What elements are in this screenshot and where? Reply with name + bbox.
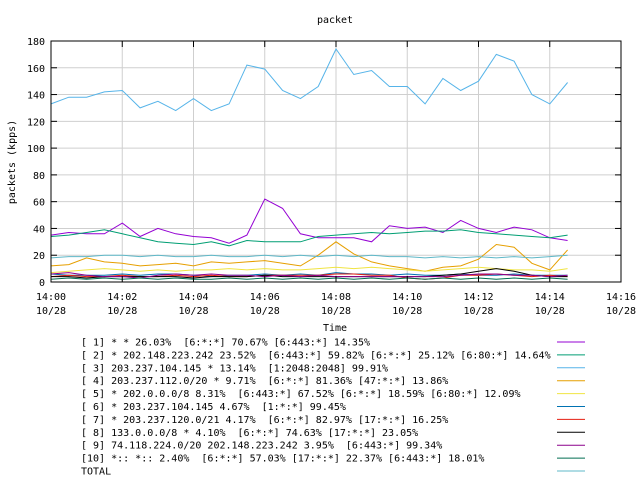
x-tick-date-label: 10/28: [107, 306, 137, 317]
y-tick-label: 40: [33, 224, 45, 235]
legend-label: [ 9] 74.118.224.0/20 202.148.223.242 3.9…: [81, 441, 442, 452]
series-lines: [50, 48, 568, 280]
y-tick-label: 80: [33, 171, 45, 182]
x-tick-time-label: 14:16: [606, 292, 636, 303]
legend-label: [ 7] * 203.237.120.0/21 4.17% [6:*:*] 82…: [81, 415, 448, 426]
legend-label: [10] *:: *:: 2.40% [6:*:*] 57.03% [17:*:…: [81, 454, 484, 465]
y-tick-labels: 0 20 40 60 80 100 120 140 160 180: [27, 37, 45, 289]
x-tick-time-label: 14:10: [392, 292, 422, 303]
legend-label: [ 4] 203.237.112.0/20 * 9.71% [6:*:*] 81…: [81, 376, 448, 387]
legend-label: TOTAL: [81, 467, 111, 478]
x-tick-date-label: 10/28: [535, 306, 565, 317]
x-tick-time-label: 14:02: [107, 292, 137, 303]
x-tick-date-label: 10/28: [463, 306, 493, 317]
x-tick-time-label: 14:00: [36, 292, 66, 303]
series-line-11: [50, 254, 568, 259]
series-line-3: [50, 48, 568, 112]
series-line-8: [51, 268, 568, 279]
x-tick-time-label: 14:04: [178, 292, 208, 303]
tick-marks: [50, 40, 622, 283]
x-tick-date-label: 10/28: [36, 306, 66, 317]
legend: [ 1] * * 26.03% [6:*:*] 70.67% [6:443:*]…: [81, 338, 585, 478]
x-tick-date-label: 10/28: [321, 306, 351, 317]
legend-label: [ 6] * 203.237.104.145 4.67% [1:*:*] 99.…: [81, 402, 346, 413]
x-tick-labels: 14:00 10/28 14:02 10/28 14:04 10/28 14:06 10/28…: [36, 292, 636, 317]
legend-label: [ 8] 133.0.0.0/8 * 4.10% [6:*:*] 74.63% …: [81, 428, 418, 439]
legend-label: [ 1] * * 26.03% [6:*:*] 70.67% [6:443:*]…: [81, 338, 370, 349]
series-line-10: [50, 277, 568, 280]
y-tick-label: 160: [27, 64, 45, 75]
y-tick-label: 20: [33, 251, 45, 262]
legend-label: [ 5] * 202.0.0.0/8 8.31% [6:443:*] 67.52…: [81, 389, 521, 400]
y-tick-label: 180: [27, 37, 45, 48]
series-line-5: [50, 266, 568, 274]
x-tick-date-label: 10/28: [606, 306, 636, 317]
x-tick-date-label: 10/28: [392, 306, 422, 317]
x-tick-time-label: 14:12: [463, 292, 493, 303]
y-tick-label: 120: [27, 117, 45, 128]
x-tick-time-label: 14:08: [321, 292, 351, 303]
chart-title: packet: [317, 15, 353, 26]
series-line-2: [50, 229, 568, 247]
y-axis-label: packets (kpps): [7, 120, 18, 204]
x-axis-label: Time: [323, 323, 347, 334]
grid-lines: [51, 41, 621, 282]
x-tick-date-label: 10/28: [178, 306, 208, 317]
x-tick-time-label: 14:06: [250, 292, 280, 303]
series-line-1: [50, 198, 568, 244]
x-tick-time-label: 14:14: [535, 292, 565, 303]
series-line-4: [50, 241, 568, 272]
y-tick-label: 0: [39, 278, 45, 289]
y-tick-label: 100: [27, 144, 45, 155]
legend-label: [ 3] 203.237.104.145 * 13.14% [1:2048:20…: [81, 363, 388, 374]
y-tick-label: 60: [33, 198, 45, 209]
legend-label: [ 2] * 202.148.223.242 23.52% [6:443:*] …: [81, 350, 551, 361]
y-tick-label: 140: [27, 91, 45, 102]
x-tick-date-label: 10/28: [250, 306, 280, 317]
